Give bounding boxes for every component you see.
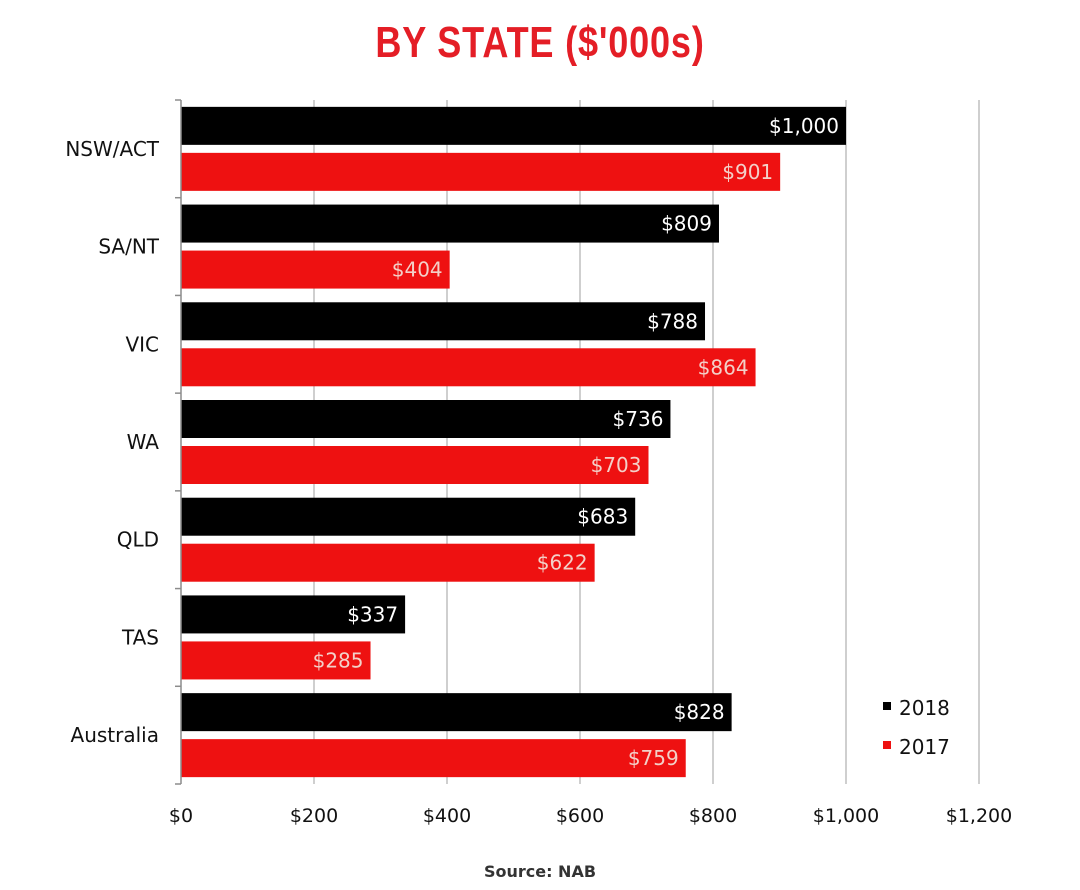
category-label: WA	[127, 430, 160, 454]
data-label: $683	[577, 505, 628, 529]
bar-2017	[181, 739, 686, 778]
chart-title: BY STATE ($'000s)	[375, 18, 705, 67]
bar-2018	[181, 497, 636, 536]
data-label: $404	[392, 258, 443, 282]
x-tick-label: $0	[169, 805, 193, 827]
bar-2017	[181, 152, 781, 191]
bar-2018	[181, 400, 671, 438]
bar-2018	[181, 106, 846, 145]
legend-swatch-2017	[883, 741, 891, 749]
bar-2018	[181, 302, 706, 341]
bar-2017	[181, 348, 756, 387]
bar-2017	[181, 446, 649, 484]
data-label: $901	[722, 160, 773, 184]
data-label: $1,000	[769, 114, 839, 138]
bar-2017	[181, 250, 450, 289]
data-label: $759	[628, 746, 679, 770]
legend-label-2018: 2018	[899, 696, 950, 720]
x-tick-label: $600	[556, 805, 604, 827]
x-tick-label: $400	[423, 805, 471, 827]
data-label: $622	[537, 551, 588, 575]
category-label: TAS	[121, 625, 159, 649]
legend-label-2017: 2017	[899, 735, 950, 759]
source-note: Source: NAB	[483, 862, 597, 881]
bar-2017	[181, 641, 371, 680]
bar-2018	[181, 595, 406, 634]
data-label: $864	[698, 355, 749, 379]
data-label: $828	[674, 700, 725, 724]
data-label: $809	[661, 212, 712, 236]
data-label: $703	[591, 453, 642, 477]
data-label: $736	[613, 407, 664, 431]
category-label: VIC	[125, 332, 159, 356]
x-tick-label: $800	[689, 805, 737, 827]
x-tick-label: $1,200	[946, 805, 1012, 827]
bar-2018	[181, 204, 719, 243]
x-tick-label: $1,000	[813, 805, 879, 827]
category-label: QLD	[117, 528, 159, 552]
category-label: Australia	[71, 723, 159, 747]
data-label: $337	[347, 602, 398, 626]
bar-2017	[181, 543, 595, 582]
x-tick-label: $200	[290, 805, 338, 827]
legend-swatch-2018	[883, 702, 891, 710]
data-label: $285	[313, 648, 364, 672]
bar-2018	[181, 693, 732, 732]
data-label: $788	[647, 309, 698, 333]
category-label: SA/NT	[98, 235, 159, 259]
category-label: NSW/ACT	[65, 137, 159, 161]
